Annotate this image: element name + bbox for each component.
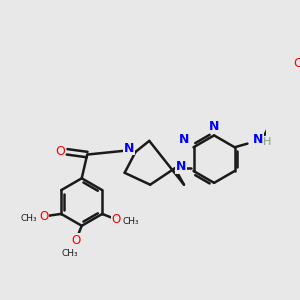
- Text: N: N: [209, 120, 219, 133]
- Text: O: O: [72, 234, 81, 247]
- Text: N: N: [179, 134, 190, 146]
- Text: H: H: [263, 137, 272, 147]
- Text: O: O: [111, 213, 121, 226]
- Text: CH₃: CH₃: [122, 217, 139, 226]
- Text: CH₃: CH₃: [61, 249, 78, 258]
- Text: N: N: [124, 142, 134, 155]
- Text: N: N: [176, 160, 186, 173]
- Text: CH₃: CH₃: [21, 214, 38, 223]
- Text: O: O: [294, 57, 300, 70]
- Text: O: O: [55, 145, 65, 158]
- Text: O: O: [39, 210, 48, 223]
- Text: N: N: [253, 134, 264, 146]
